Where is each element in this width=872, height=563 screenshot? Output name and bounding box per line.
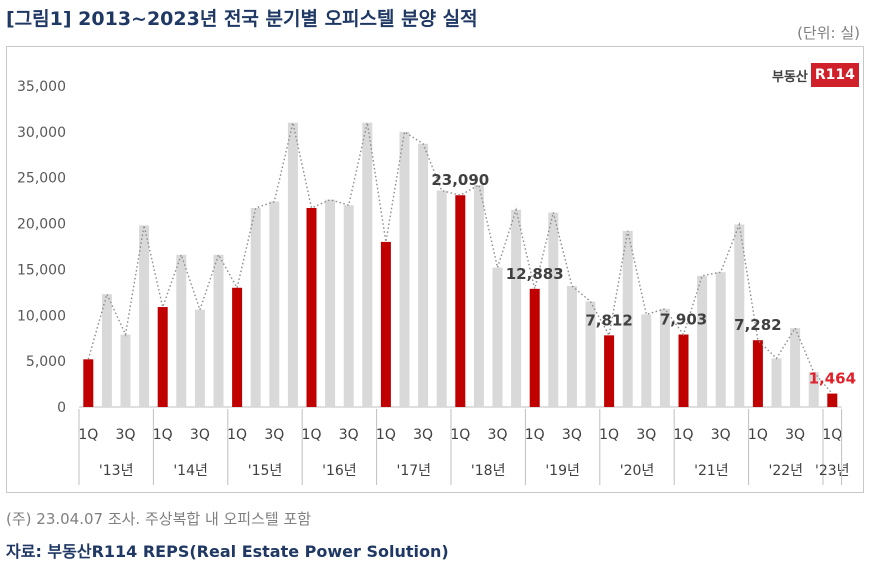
bar-highlight [604, 335, 615, 407]
x-tick-label: 3Q [636, 427, 656, 443]
bar-highlight [529, 288, 540, 407]
bar [287, 122, 298, 407]
bar [659, 308, 670, 407]
bar [120, 334, 131, 407]
bar [715, 272, 726, 407]
r114-logo: 부동산 R114 [772, 60, 859, 90]
bar [418, 143, 429, 407]
page-title: [그림1] 2013~2023년 전국 분기별 오피스텔 분양 실적 [6, 8, 478, 30]
x-group-label: '19년 [545, 463, 580, 479]
y-tick-label: 35,000 [17, 79, 66, 95]
x-tick-label: 3Q [264, 427, 284, 443]
bar [139, 225, 150, 407]
bar [269, 201, 280, 407]
x-group-label: '23년 [815, 463, 850, 479]
trend-line [87, 122, 833, 395]
bar [566, 285, 577, 407]
bar-highlight [157, 307, 168, 407]
data-label: 7,282 [734, 316, 781, 334]
data-label: 1,464 [809, 370, 856, 388]
bar [176, 254, 187, 407]
x-tick-label: 1Q [674, 427, 694, 443]
x-tick-label: 3Q [785, 427, 805, 443]
bar [641, 314, 652, 407]
x-tick-label: 1Q [822, 427, 842, 443]
bar [399, 131, 410, 407]
x-tick-label: 3Q [562, 427, 582, 443]
x-group-label: '21년 [694, 463, 729, 479]
x-group-label: '13년 [99, 463, 134, 479]
data-label: 12,883 [506, 265, 564, 283]
bar [622, 230, 633, 407]
logo-box: R114 [810, 63, 859, 87]
x-tick-label: 1Q [599, 427, 619, 443]
data-label: 7,903 [660, 311, 707, 329]
bar [790, 328, 801, 407]
x-tick-label: 3Q [413, 427, 433, 443]
x-tick-label: 3Q [488, 427, 508, 443]
x-tick-label: 1Q [78, 427, 98, 443]
bar [808, 372, 819, 407]
x-group-label: '20년 [620, 463, 655, 479]
x-tick-label: 1Q [302, 427, 322, 443]
x-tick-label: 1Q [227, 427, 247, 443]
y-tick-label: 5,000 [26, 354, 66, 370]
x-tick-label: 1Q [450, 427, 470, 443]
bar-highlight [827, 393, 838, 407]
x-tick-label: 1Q [376, 427, 396, 443]
x-group-label: '15년 [248, 463, 283, 479]
bar [194, 309, 205, 407]
x-tick-label: 3Q [339, 427, 359, 443]
x-tick-label: 3Q [190, 427, 210, 443]
bar [325, 199, 336, 407]
y-tick-label: 25,000 [17, 171, 66, 187]
bar [101, 294, 112, 407]
x-tick-label: 1Q [153, 427, 173, 443]
bar-highlight [232, 287, 243, 407]
bar [343, 205, 354, 407]
bar [771, 358, 782, 407]
bar [734, 224, 745, 407]
logo-text: 부동산 [772, 69, 808, 85]
chart-frame [6, 46, 864, 493]
bar [697, 275, 708, 407]
bar [473, 185, 484, 407]
x-group-label: '16년 [322, 463, 357, 479]
bar-highlight [678, 334, 689, 407]
x-tick-label: 3Q [711, 427, 731, 443]
x-group-label: '14년 [173, 463, 208, 479]
bar-highlight [83, 359, 94, 407]
bar [492, 267, 503, 407]
x-group-label: '22년 [769, 463, 804, 479]
bar [362, 122, 373, 407]
bar [548, 212, 559, 407]
x-tick-label: 3Q [116, 427, 136, 443]
y-tick-label: 15,000 [17, 262, 66, 278]
x-tick-label: 1Q [525, 427, 545, 443]
y-tick-label: 20,000 [17, 217, 66, 233]
bar [250, 207, 261, 407]
data-label: 23,090 [431, 171, 489, 189]
y-tick-label: 0 [57, 400, 66, 416]
bar [436, 190, 447, 407]
bar-highlight [455, 195, 466, 407]
x-group-label: '17년 [397, 463, 432, 479]
unit-label: (단위: 실) [797, 24, 860, 42]
x-tick-label: 1Q [748, 427, 768, 443]
source-note: 자료: 부동산R114 REPS(Real Estate Power Solut… [6, 542, 449, 561]
data-label: 7,812 [585, 311, 632, 329]
bar-highlight [752, 340, 763, 407]
bar [213, 254, 224, 407]
y-tick-label: 10,000 [17, 308, 66, 324]
x-group-label: '18년 [471, 463, 506, 479]
bar-highlight [306, 207, 317, 407]
bar [585, 301, 596, 407]
footnote: (주) 23.04.07 조사. 주상복합 내 오피스텔 포함 [6, 510, 312, 528]
bar-highlight [380, 241, 391, 407]
y-tick-label: 30,000 [17, 125, 66, 141]
bar [511, 209, 522, 407]
